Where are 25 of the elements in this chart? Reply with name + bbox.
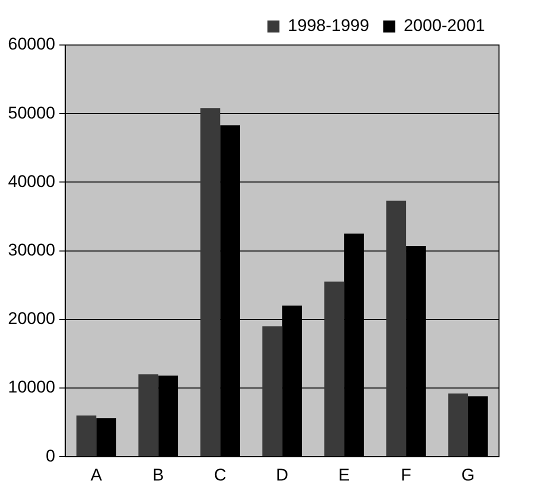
x-tick-label: F bbox=[400, 465, 412, 484]
y-tick-label: 30000 bbox=[8, 240, 56, 260]
bar bbox=[468, 396, 488, 456]
x-tick-label: C bbox=[214, 465, 226, 484]
x-tick-label: D bbox=[276, 465, 288, 484]
y-tick-label: 20000 bbox=[8, 309, 56, 328]
legend-label: 2000-2001 bbox=[404, 16, 486, 36]
legend-label: 1998-1999 bbox=[288, 16, 370, 36]
y-tick-label: 50000 bbox=[8, 103, 56, 122]
bar bbox=[96, 418, 116, 456]
y-tick-label: 0 bbox=[46, 446, 56, 466]
bar bbox=[386, 200, 406, 456]
bar bbox=[448, 393, 468, 456]
bar bbox=[200, 108, 220, 456]
y-tick-label: 40000 bbox=[8, 172, 56, 191]
y-tick-label: 10000 bbox=[8, 378, 56, 397]
x-tick-label: A bbox=[90, 465, 103, 484]
bar bbox=[138, 374, 158, 456]
y-tick-label: 60000 bbox=[8, 34, 56, 54]
x-tick-label: E bbox=[338, 465, 350, 484]
bar bbox=[324, 282, 344, 456]
bar bbox=[262, 326, 282, 456]
bar bbox=[76, 415, 96, 456]
x-tick-label: G bbox=[461, 465, 475, 484]
x-tick-label: B bbox=[152, 465, 164, 484]
